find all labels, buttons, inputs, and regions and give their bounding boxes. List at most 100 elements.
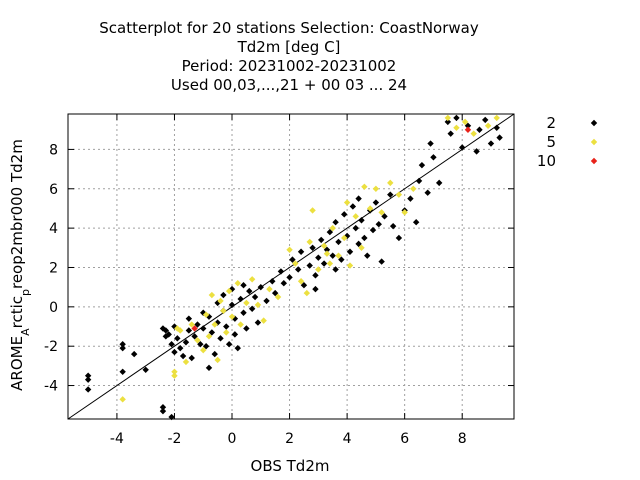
- data-point-series-2: [168, 341, 175, 348]
- legend-marker-10: [590, 157, 598, 165]
- data-point-series-5: [323, 250, 331, 257]
- y-label-sub1: A: [19, 328, 32, 336]
- y-tick-label: -4: [44, 379, 58, 395]
- data-point-series-2: [482, 116, 489, 124]
- x-tick-label: -4: [110, 431, 124, 447]
- data-point-series-2: [355, 195, 362, 202]
- data-point-series-5: [254, 301, 262, 309]
- data-point-series-2: [326, 228, 334, 236]
- data-point-series-5: [214, 356, 221, 364]
- x-ticks: -4 -2 0 2 4 6 8: [110, 114, 467, 447]
- y-ticks: -4 -2 0 2 4 6 8: [44, 142, 514, 395]
- data-point-series-2: [159, 407, 167, 415]
- data-point-series-2: [84, 376, 92, 383]
- y-axis-label: AROMEArcticpreop2mbr000 Td2m: [8, 139, 32, 391]
- data-point-series-5: [182, 358, 190, 366]
- data-point-series-5: [395, 191, 403, 198]
- data-point-series-5: [171, 372, 178, 379]
- data-point-series-2: [231, 315, 239, 322]
- data-point-series-5: [211, 321, 218, 328]
- data-points: [84, 114, 503, 421]
- data-point-series-2: [240, 309, 247, 316]
- data-point-series-2: [349, 203, 357, 210]
- data-point-series-2: [369, 226, 377, 234]
- data-point-series-2: [389, 222, 397, 230]
- data-point-series-5: [387, 179, 394, 187]
- data-point-series-2: [159, 403, 167, 411]
- data-point-series-2: [300, 281, 308, 289]
- y-tick-label: 4: [49, 221, 58, 237]
- data-point-series-2: [338, 256, 345, 263]
- data-point-series-5: [410, 185, 417, 192]
- data-point-series-2: [254, 319, 262, 326]
- data-point-series-2: [231, 331, 239, 338]
- data-point-series-2: [217, 335, 224, 342]
- y-tick-label: 2: [49, 260, 58, 276]
- one-to-one-line: [67, 113, 515, 420]
- data-point-series-2: [246, 287, 253, 295]
- data-point-series-2: [476, 126, 483, 133]
- data-point-series-2: [372, 199, 380, 206]
- data-point-series-2: [312, 272, 319, 279]
- data-point-series-2: [237, 295, 244, 303]
- data-point-series-2: [332, 219, 339, 226]
- data-point-series-2: [269, 278, 276, 285]
- x-axis-label: OBS Td2m: [251, 457, 330, 475]
- x-tick-label: 6: [400, 431, 409, 447]
- data-point-series-2: [208, 329, 216, 336]
- x-tick-label: 4: [343, 431, 352, 447]
- data-point-series-2: [177, 344, 184, 352]
- data-point-series-2: [243, 325, 250, 332]
- data-point-series-5: [208, 291, 216, 299]
- data-point-series-2: [185, 315, 193, 322]
- data-point-series-5: [309, 207, 316, 214]
- data-point-series-2: [277, 268, 285, 275]
- data-point-series-10: [191, 325, 198, 332]
- legend-label-5: 5: [546, 133, 556, 151]
- data-point-series-2: [297, 248, 305, 255]
- data-point-series-2: [381, 213, 388, 220]
- x-tick-label: 8: [458, 431, 467, 447]
- data-point-series-2: [257, 283, 264, 291]
- data-point-series-2: [496, 134, 503, 141]
- data-point-series-2: [343, 232, 351, 240]
- data-point-series-2: [248, 305, 256, 313]
- data-point-series-2: [165, 331, 172, 338]
- data-point-series-5: [461, 118, 469, 126]
- plot-frame: [67, 113, 515, 420]
- data-point-series-2: [84, 386, 92, 393]
- data-point-series-2: [220, 291, 227, 299]
- y-tick-label: 0: [49, 300, 58, 316]
- data-point-series-5: [341, 234, 348, 242]
- data-point-series-2: [318, 236, 325, 244]
- data-point-series-2: [234, 344, 241, 352]
- title-line-2: Td2m [deg C]: [237, 38, 341, 56]
- data-point-series-2: [387, 191, 394, 198]
- y-tick-label: 6: [49, 182, 58, 198]
- data-point-series-2: [271, 289, 279, 297]
- data-point-series-5: [223, 329, 230, 336]
- data-point-series-2: [182, 339, 190, 346]
- data-point-series-5: [248, 276, 256, 283]
- data-point-series-5: [243, 299, 250, 307]
- data-point-series-2: [453, 114, 460, 122]
- data-point-series-5: [174, 325, 181, 332]
- x-tick-label: -2: [167, 431, 181, 447]
- data-point-series-5: [320, 242, 328, 250]
- grid: [68, 114, 514, 419]
- data-point-series-5: [200, 346, 207, 354]
- data-point-series-2: [263, 297, 270, 305]
- data-point-series-2: [427, 140, 434, 147]
- data-point-series-5: [444, 114, 452, 122]
- data-point-series-2: [415, 177, 423, 185]
- data-point-series-5: [378, 209, 385, 216]
- data-point-series-5: [171, 368, 178, 375]
- title-line-4: Used 00,03,...,21 + 00 03 ... 24: [171, 76, 407, 94]
- data-point-series-2: [225, 341, 233, 348]
- data-point-series-2: [289, 256, 296, 263]
- y-tick-label: 8: [49, 142, 58, 158]
- data-point-series-2: [424, 189, 431, 196]
- data-point-series-2: [447, 130, 454, 137]
- data-point-series-2: [459, 144, 466, 151]
